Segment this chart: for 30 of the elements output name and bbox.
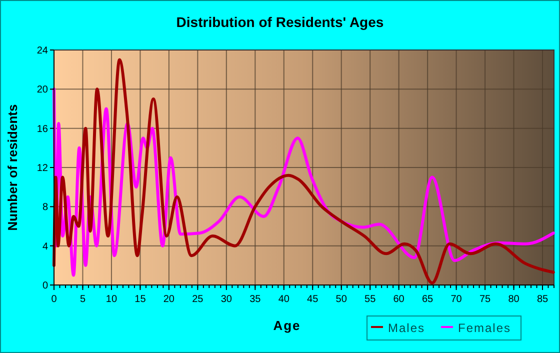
x-tick-label: 50 (336, 294, 348, 305)
y-tick-label: 20 (36, 84, 48, 96)
x-tick-label: 80 (508, 294, 520, 305)
y-tick-label: 24 (36, 46, 48, 56)
x-tick-label: 85 (536, 294, 549, 305)
y-axis-title: Number of residents (5, 104, 20, 231)
x-tick-label: 40 (278, 294, 290, 305)
y-tick-label: 12 (36, 163, 48, 174)
x-tick-label: 65 (422, 294, 434, 305)
x-tick-label: 70 (450, 294, 462, 305)
x-tick-label: 30 (220, 294, 232, 305)
x-tick-label: 75 (479, 294, 492, 305)
chart-title: Distribution of Residents' Ages (176, 14, 384, 30)
y-tick-label: 0 (42, 280, 48, 292)
x-tick-label: 60 (393, 294, 405, 305)
x-tick-label: 0 (51, 294, 58, 305)
x-axis-title: Age (273, 318, 301, 333)
x-tick-label: 5 (80, 294, 86, 305)
x-tick-label: 10 (106, 294, 118, 305)
x-tick-label: 20 (163, 294, 175, 305)
legend-label: Males (388, 321, 426, 335)
x-tick-label: 55 (364, 294, 376, 305)
legend-label: Females (458, 321, 512, 335)
x-tick-label: 45 (307, 294, 319, 305)
x-tick-label: 35 (250, 294, 262, 305)
x-tick-label: 25 (192, 294, 204, 305)
y-tick-label: 16 (36, 124, 48, 135)
y-tick-label: 8 (42, 202, 48, 214)
y-tick-label: 4 (42, 241, 48, 252)
x-tick-label: 15 (134, 294, 146, 305)
